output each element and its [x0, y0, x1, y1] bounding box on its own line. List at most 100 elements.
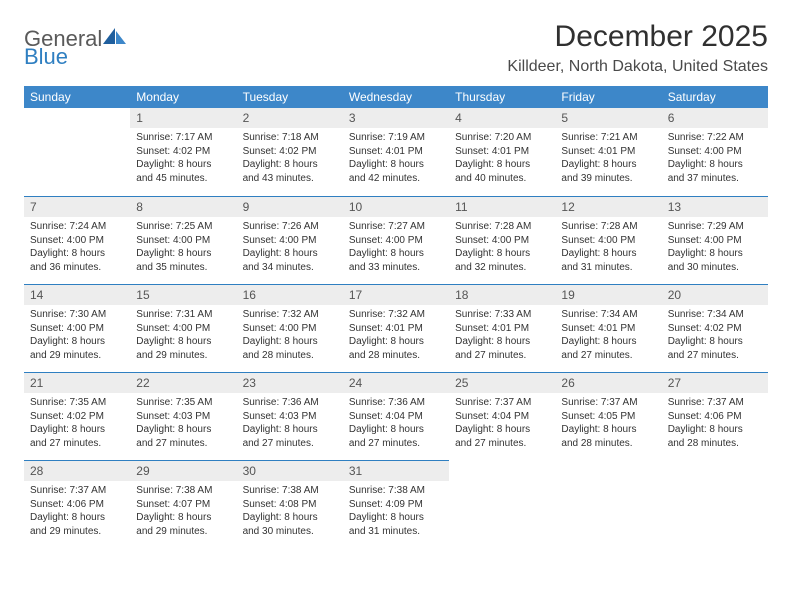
day-number: 22	[130, 372, 236, 393]
day-content: Sunrise: 7:24 AMSunset: 4:00 PMDaylight:…	[24, 217, 130, 280]
header: General Blue December 2025 Killdeer, Nor…	[24, 20, 768, 76]
day-number: 27	[662, 372, 768, 393]
day-number: 8	[130, 196, 236, 217]
weekday-header: Sunday	[24, 86, 130, 108]
day-content: Sunrise: 7:36 AMSunset: 4:04 PMDaylight:…	[343, 393, 449, 456]
calendar-day-cell: 20Sunrise: 7:34 AMSunset: 4:02 PMDayligh…	[662, 284, 768, 372]
day-number: 31	[343, 460, 449, 481]
calendar-day-cell: 7Sunrise: 7:24 AMSunset: 4:00 PMDaylight…	[24, 196, 130, 284]
day-number: 29	[130, 460, 236, 481]
calendar-day-cell: 3Sunrise: 7:19 AMSunset: 4:01 PMDaylight…	[343, 108, 449, 196]
day-number: 11	[449, 196, 555, 217]
calendar-row: 28Sunrise: 7:37 AMSunset: 4:06 PMDayligh…	[24, 460, 768, 548]
day-content: Sunrise: 7:31 AMSunset: 4:00 PMDaylight:…	[130, 305, 236, 368]
day-number: 10	[343, 196, 449, 217]
weekday-header: Wednesday	[343, 86, 449, 108]
day-number: 25	[449, 372, 555, 393]
calendar-day-cell: 16Sunrise: 7:32 AMSunset: 4:00 PMDayligh…	[237, 284, 343, 372]
title-block: December 2025 Killdeer, North Dakota, Un…	[507, 20, 768, 76]
day-content: Sunrise: 7:35 AMSunset: 4:02 PMDaylight:…	[24, 393, 130, 456]
calendar-day-cell: 30Sunrise: 7:38 AMSunset: 4:08 PMDayligh…	[237, 460, 343, 548]
day-content: Sunrise: 7:36 AMSunset: 4:03 PMDaylight:…	[237, 393, 343, 456]
day-content: Sunrise: 7:32 AMSunset: 4:00 PMDaylight:…	[237, 305, 343, 368]
calendar-header-row: SundayMondayTuesdayWednesdayThursdayFrid…	[24, 86, 768, 108]
day-number: 5	[555, 108, 661, 128]
day-content: Sunrise: 7:37 AMSunset: 4:06 PMDaylight:…	[24, 481, 130, 544]
day-content: Sunrise: 7:38 AMSunset: 4:09 PMDaylight:…	[343, 481, 449, 544]
calendar-day-cell: 27Sunrise: 7:37 AMSunset: 4:06 PMDayligh…	[662, 372, 768, 460]
calendar-day-cell: 21Sunrise: 7:35 AMSunset: 4:02 PMDayligh…	[24, 372, 130, 460]
weekday-header: Tuesday	[237, 86, 343, 108]
day-content: Sunrise: 7:28 AMSunset: 4:00 PMDaylight:…	[555, 217, 661, 280]
day-number: 7	[24, 196, 130, 217]
calendar-day-cell: 15Sunrise: 7:31 AMSunset: 4:00 PMDayligh…	[130, 284, 236, 372]
calendar-row: 21Sunrise: 7:35 AMSunset: 4:02 PMDayligh…	[24, 372, 768, 460]
day-content: Sunrise: 7:34 AMSunset: 4:02 PMDaylight:…	[662, 305, 768, 368]
calendar-row: 14Sunrise: 7:30 AMSunset: 4:00 PMDayligh…	[24, 284, 768, 372]
day-content: Sunrise: 7:38 AMSunset: 4:08 PMDaylight:…	[237, 481, 343, 544]
calendar-day-cell: 6Sunrise: 7:22 AMSunset: 4:00 PMDaylight…	[662, 108, 768, 196]
calendar-day-cell: 13Sunrise: 7:29 AMSunset: 4:00 PMDayligh…	[662, 196, 768, 284]
day-content: Sunrise: 7:26 AMSunset: 4:00 PMDaylight:…	[237, 217, 343, 280]
day-content: Sunrise: 7:37 AMSunset: 4:05 PMDaylight:…	[555, 393, 661, 456]
month-title: December 2025	[507, 20, 768, 54]
day-number: 20	[662, 284, 768, 305]
calendar-day-cell: 26Sunrise: 7:37 AMSunset: 4:05 PMDayligh…	[555, 372, 661, 460]
calendar-empty-cell	[449, 460, 555, 548]
day-number: 19	[555, 284, 661, 305]
logo: General Blue	[24, 26, 128, 68]
weekday-header: Thursday	[449, 86, 555, 108]
calendar-body: 1Sunrise: 7:17 AMSunset: 4:02 PMDaylight…	[24, 108, 768, 548]
calendar-day-cell: 2Sunrise: 7:18 AMSunset: 4:02 PMDaylight…	[237, 108, 343, 196]
calendar-row: 7Sunrise: 7:24 AMSunset: 4:00 PMDaylight…	[24, 196, 768, 284]
calendar-day-cell: 11Sunrise: 7:28 AMSunset: 4:00 PMDayligh…	[449, 196, 555, 284]
calendar-empty-cell	[662, 460, 768, 548]
day-number: 15	[130, 284, 236, 305]
calendar-day-cell: 17Sunrise: 7:32 AMSunset: 4:01 PMDayligh…	[343, 284, 449, 372]
calendar-day-cell: 22Sunrise: 7:35 AMSunset: 4:03 PMDayligh…	[130, 372, 236, 460]
calendar-day-cell: 4Sunrise: 7:20 AMSunset: 4:01 PMDaylight…	[449, 108, 555, 196]
day-number: 26	[555, 372, 661, 393]
calendar-day-cell: 14Sunrise: 7:30 AMSunset: 4:00 PMDayligh…	[24, 284, 130, 372]
day-content: Sunrise: 7:37 AMSunset: 4:04 PMDaylight:…	[449, 393, 555, 456]
day-content: Sunrise: 7:37 AMSunset: 4:06 PMDaylight:…	[662, 393, 768, 456]
day-number: 21	[24, 372, 130, 393]
day-number: 1	[130, 108, 236, 128]
day-content: Sunrise: 7:21 AMSunset: 4:01 PMDaylight:…	[555, 128, 661, 191]
weekday-header: Saturday	[662, 86, 768, 108]
calendar-empty-cell	[555, 460, 661, 548]
day-content: Sunrise: 7:27 AMSunset: 4:00 PMDaylight:…	[343, 217, 449, 280]
calendar-day-cell: 29Sunrise: 7:38 AMSunset: 4:07 PMDayligh…	[130, 460, 236, 548]
day-number: 24	[343, 372, 449, 393]
weekday-header: Friday	[555, 86, 661, 108]
day-content: Sunrise: 7:29 AMSunset: 4:00 PMDaylight:…	[662, 217, 768, 280]
day-number: 17	[343, 284, 449, 305]
day-content: Sunrise: 7:35 AMSunset: 4:03 PMDaylight:…	[130, 393, 236, 456]
day-content: Sunrise: 7:33 AMSunset: 4:01 PMDaylight:…	[449, 305, 555, 368]
calendar-day-cell: 9Sunrise: 7:26 AMSunset: 4:00 PMDaylight…	[237, 196, 343, 284]
day-content: Sunrise: 7:34 AMSunset: 4:01 PMDaylight:…	[555, 305, 661, 368]
calendar-day-cell: 1Sunrise: 7:17 AMSunset: 4:02 PMDaylight…	[130, 108, 236, 196]
day-number: 28	[24, 460, 130, 481]
calendar-day-cell: 24Sunrise: 7:36 AMSunset: 4:04 PMDayligh…	[343, 372, 449, 460]
day-number: 23	[237, 372, 343, 393]
day-number: 13	[662, 196, 768, 217]
calendar-table: SundayMondayTuesdayWednesdayThursdayFrid…	[24, 86, 768, 548]
day-number: 6	[662, 108, 768, 128]
day-content: Sunrise: 7:30 AMSunset: 4:00 PMDaylight:…	[24, 305, 130, 368]
day-content: Sunrise: 7:25 AMSunset: 4:00 PMDaylight:…	[130, 217, 236, 280]
logo-sail-icon	[102, 26, 128, 46]
calendar-day-cell: 8Sunrise: 7:25 AMSunset: 4:00 PMDaylight…	[130, 196, 236, 284]
day-number: 30	[237, 460, 343, 481]
calendar-day-cell: 31Sunrise: 7:38 AMSunset: 4:09 PMDayligh…	[343, 460, 449, 548]
day-number: 18	[449, 284, 555, 305]
day-content: Sunrise: 7:20 AMSunset: 4:01 PMDaylight:…	[449, 128, 555, 191]
day-content: Sunrise: 7:22 AMSunset: 4:00 PMDaylight:…	[662, 128, 768, 191]
day-number: 12	[555, 196, 661, 217]
day-number: 3	[343, 108, 449, 128]
day-number: 2	[237, 108, 343, 128]
day-content: Sunrise: 7:17 AMSunset: 4:02 PMDaylight:…	[130, 128, 236, 191]
day-number: 14	[24, 284, 130, 305]
calendar-day-cell: 12Sunrise: 7:28 AMSunset: 4:00 PMDayligh…	[555, 196, 661, 284]
calendar-day-cell: 18Sunrise: 7:33 AMSunset: 4:01 PMDayligh…	[449, 284, 555, 372]
